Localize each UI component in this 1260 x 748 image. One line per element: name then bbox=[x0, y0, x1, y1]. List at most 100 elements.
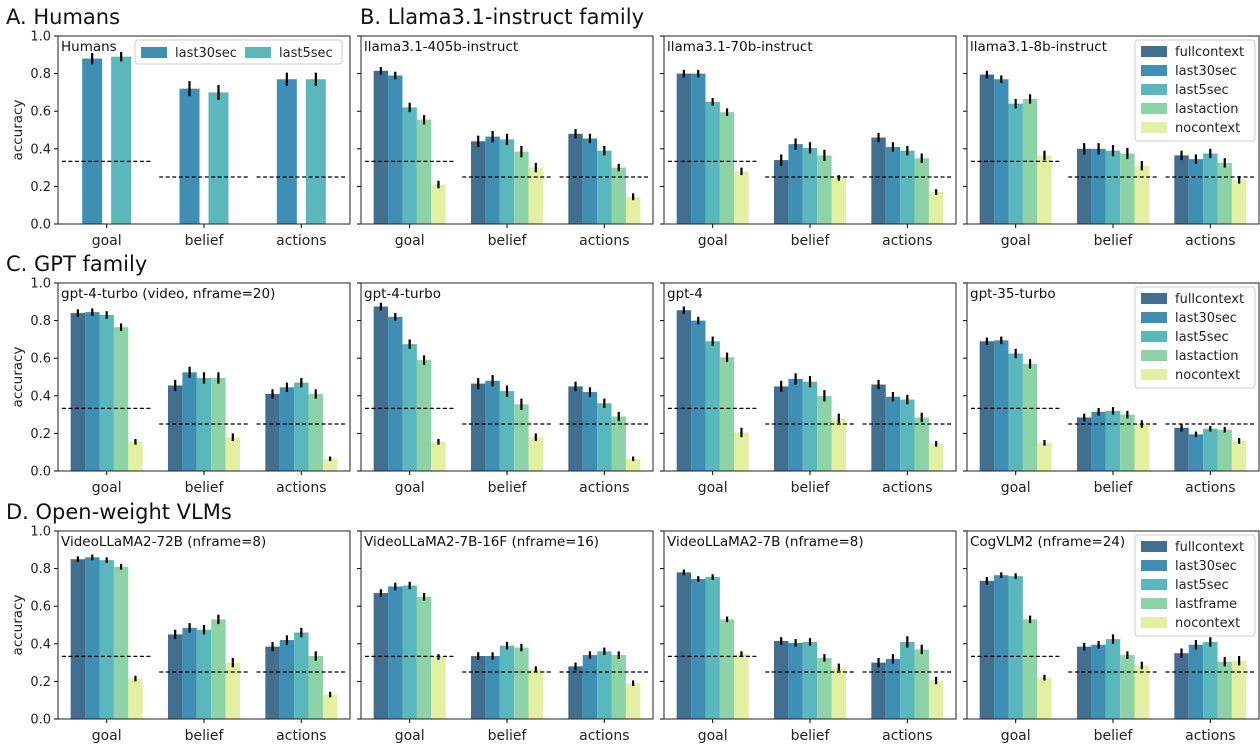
bar bbox=[568, 666, 583, 719]
plot-frame bbox=[966, 35, 1260, 225]
bar bbox=[276, 79, 297, 225]
bar bbox=[225, 437, 240, 471]
x-tick-label: actions bbox=[882, 728, 932, 744]
x-tick-label: belief bbox=[488, 480, 528, 496]
bar bbox=[225, 662, 240, 719]
x-tick-label: belief bbox=[791, 233, 831, 249]
bar bbox=[1174, 427, 1189, 471]
bar bbox=[1008, 353, 1023, 471]
bar bbox=[831, 177, 846, 224]
bar bbox=[788, 378, 803, 471]
legend-swatch bbox=[1141, 617, 1167, 628]
y-tick-label: 0.4 bbox=[30, 637, 51, 652]
bar bbox=[1174, 155, 1189, 224]
chart-panel: goal belief actions 0.0 0.2 0.4 0.6 0.8 1.0 Video… bbox=[10, 525, 351, 744]
plot-frame bbox=[360, 530, 654, 720]
bar bbox=[182, 627, 197, 719]
chart-panel: goal belief actions gpt-4 bbox=[660, 282, 957, 496]
bar bbox=[388, 75, 403, 224]
bar bbox=[802, 381, 818, 471]
legend-swatch bbox=[1141, 598, 1167, 609]
bar bbox=[994, 575, 1009, 719]
bar bbox=[1120, 414, 1135, 471]
bar bbox=[402, 344, 417, 471]
bar bbox=[871, 384, 886, 471]
legend-swatch bbox=[1141, 103, 1167, 114]
section-title: B. Llama3.1-instruct family bbox=[360, 5, 644, 29]
chart-panel: goal belief actions CogVLM2 (nframe=24) full… bbox=[963, 530, 1260, 744]
x-tick-label: actions bbox=[579, 233, 629, 249]
plot-frame bbox=[966, 282, 1260, 472]
legend-swatch bbox=[1141, 541, 1167, 552]
bar bbox=[1077, 148, 1092, 224]
bar bbox=[719, 357, 735, 471]
bar bbox=[676, 73, 692, 224]
x-tick-label: belief bbox=[1094, 233, 1134, 249]
bar bbox=[168, 634, 183, 719]
chart-panel: goal belief actions gpt-4-turbo bbox=[357, 282, 654, 496]
bar bbox=[1037, 677, 1052, 719]
legend-label: fullcontext bbox=[1175, 292, 1244, 307]
bar bbox=[582, 392, 598, 471]
bar bbox=[1188, 434, 1204, 471]
legend-swatch bbox=[1141, 350, 1167, 361]
chart-panel: goal belief actions llama3.1-70b-instruct bbox=[660, 35, 957, 249]
bar bbox=[994, 79, 1009, 225]
bar bbox=[1217, 162, 1232, 224]
y-tick-label: 0.0 bbox=[30, 218, 51, 233]
bar bbox=[402, 585, 417, 719]
legend-swatch bbox=[1141, 65, 1167, 76]
legend-box bbox=[134, 39, 343, 65]
y-axis-label: accuracy bbox=[10, 347, 26, 408]
legend: fullcontext last30sec last5sec lastaction no… bbox=[1134, 39, 1256, 142]
x-tick-label: belief bbox=[1094, 728, 1134, 744]
x-tick-label: goal bbox=[1001, 480, 1031, 496]
bar bbox=[705, 341, 720, 471]
bar bbox=[719, 112, 735, 224]
bar bbox=[528, 437, 543, 471]
plot-frame bbox=[663, 282, 957, 472]
panel-title: gpt-4-turbo bbox=[364, 286, 441, 302]
bar bbox=[113, 566, 129, 719]
bar bbox=[82, 58, 103, 225]
x-tick-label: actions bbox=[1185, 728, 1235, 744]
bar bbox=[294, 382, 309, 471]
y-tick-label: 0.2 bbox=[30, 427, 51, 442]
bar bbox=[208, 92, 229, 225]
bar bbox=[279, 640, 295, 719]
legend-label: nocontext bbox=[1175, 368, 1240, 383]
bar bbox=[817, 155, 832, 224]
x-tick-label: belief bbox=[185, 480, 225, 496]
x-tick-label: belief bbox=[185, 233, 225, 249]
y-tick-label: 0.8 bbox=[30, 562, 51, 577]
bar bbox=[1105, 150, 1121, 224]
y-tick-label: 0.2 bbox=[30, 180, 51, 195]
bar bbox=[625, 683, 641, 719]
legend-swatch bbox=[1141, 369, 1167, 380]
bar bbox=[416, 360, 432, 471]
bar bbox=[1037, 155, 1052, 224]
bar bbox=[1231, 440, 1247, 471]
panel-title: llama3.1-405b-instruct bbox=[364, 39, 518, 55]
legend-label: nocontext bbox=[1175, 121, 1240, 136]
bar bbox=[611, 416, 626, 471]
bar bbox=[305, 79, 326, 225]
bar bbox=[1105, 410, 1121, 471]
chart-panel: goal belief actions llama3.1-405b-instruct bbox=[357, 35, 654, 249]
bar bbox=[373, 306, 389, 471]
bar bbox=[113, 327, 129, 471]
legend: last30sec last5sec bbox=[134, 39, 343, 65]
y-tick-label: 0.4 bbox=[30, 389, 51, 404]
legend-label: lastframe bbox=[1175, 597, 1237, 612]
panel-title: gpt-35-turbo bbox=[970, 286, 1056, 302]
legend-label: last30sec bbox=[1175, 559, 1237, 574]
x-tick-label: actions bbox=[1185, 480, 1235, 496]
legend-label: last30sec bbox=[1175, 64, 1237, 79]
bar bbox=[196, 629, 212, 719]
plot-frame bbox=[966, 530, 1260, 720]
bar bbox=[1231, 179, 1247, 224]
panel-title: CogVLM2 (nframe=24) bbox=[970, 534, 1125, 550]
plot-frame bbox=[663, 530, 957, 720]
x-tick-label: goal bbox=[395, 233, 425, 249]
